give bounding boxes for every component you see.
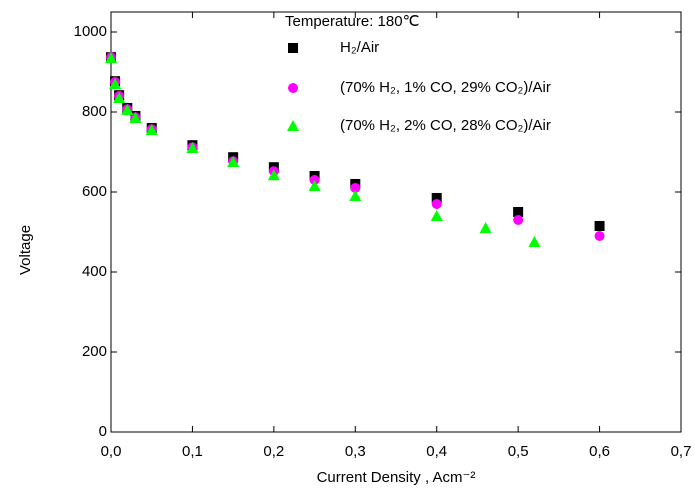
legend-label: (70% H₂, 1% CO, 29% CO₂)/Air: [340, 79, 551, 96]
x-tick-label: 0,7: [671, 443, 692, 460]
marker-square: [513, 207, 524, 217]
marker-triangle: [227, 156, 240, 167]
y-tick-label: 1000: [74, 23, 107, 40]
marker-circle: [350, 183, 361, 193]
x-axis-label: Current Density , Acm⁻²: [317, 469, 476, 486]
y-axis-label: Voltage: [17, 225, 34, 275]
marker-square: [594, 221, 605, 231]
legend-marker: [288, 83, 298, 93]
marker-circle: [431, 199, 442, 209]
marker-square: [431, 193, 442, 203]
chart-title: Temperature: 180℃: [285, 13, 419, 30]
marker-triangle: [528, 236, 541, 247]
legend-marker: [288, 43, 298, 53]
x-tick-label: 0,5: [508, 443, 529, 460]
marker-circle: [513, 215, 524, 225]
y-tick-label: 400: [82, 263, 107, 280]
legend-label: H₂/Air: [340, 39, 379, 56]
marker-triangle: [145, 124, 158, 135]
marker-triangle: [349, 190, 362, 201]
x-tick-label: 0,3: [345, 443, 366, 460]
marker-triangle: [121, 104, 134, 115]
x-tick-label: 0,2: [263, 443, 284, 460]
legend-marker: [287, 120, 299, 131]
marker-triangle: [479, 222, 492, 233]
marker-triangle: [430, 210, 443, 221]
y-tick-label: 0: [99, 423, 107, 440]
marker-triangle: [186, 142, 199, 153]
legend-label: (70% H₂, 2% CO, 28% CO₂)/Air: [340, 117, 551, 134]
marker-circle: [594, 231, 605, 241]
x-tick-label: 0,0: [101, 443, 122, 460]
x-tick-label: 0,1: [182, 443, 203, 460]
marker-triangle: [113, 92, 126, 103]
x-tick-label: 0,6: [589, 443, 610, 460]
marker-triangle: [308, 180, 321, 191]
y-tick-label: 800: [82, 103, 107, 120]
y-tick-label: 600: [82, 183, 107, 200]
y-tick-label: 200: [82, 343, 107, 360]
marker-triangle: [129, 112, 142, 123]
plot-frame: [110, 11, 682, 433]
marker-triangle: [267, 169, 280, 181]
x-tick-label: 0,4: [426, 443, 447, 460]
marker-triangle: [105, 52, 117, 63]
marker-triangle: [109, 78, 122, 89]
